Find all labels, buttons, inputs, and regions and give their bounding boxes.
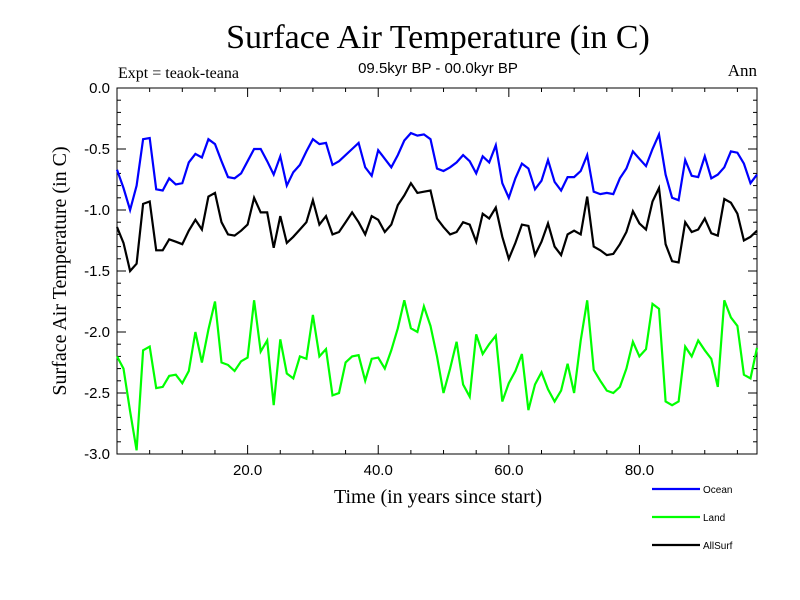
y-tick-label: -0.5 [84,141,110,158]
y-axis-title: Surface Air Temperature (in C) [49,146,71,395]
x-axis-title: Time (in years since start) [334,486,542,508]
legend-label-allsurf: AllSurf [703,541,733,552]
y-tick-label: -3.0 [84,446,110,463]
x-tick-label: 60.0 [494,462,523,479]
y-tick-label: 0.0 [89,80,110,97]
series-line-allsurf [115,181,758,274]
y-tick-label: -1.0 [84,202,110,219]
x-tick-label: 40.0 [364,462,393,479]
chart-title: Surface Air Temperature (in C) [226,19,650,56]
series-line-ocean [115,130,758,215]
series-line-land [116,299,759,451]
experiment-label: Expt = teaok-teana [118,65,239,82]
legend: Ocean Land AllSurf [652,485,733,552]
season-label: Ann [728,61,758,80]
x-axis-ticks: 20.0 40.0 60.0 80.0 [149,88,738,479]
x-tick-label: 80.0 [625,462,654,479]
legend-label-land: Land [703,513,725,524]
y-tick-label: -1.5 [84,263,110,280]
y-tick-label: -2.0 [84,324,110,341]
legend-label-ocean: Ocean [703,485,732,496]
y-axis-ticks: 0.0 -0.5 -1.0 -1.5 -2.0 -2.5 -3.0 [84,80,757,463]
x-tick-label: 20.0 [233,462,262,479]
chart-subtitle: 09.5kyr BP - 00.0kyr BP [358,60,518,77]
y-tick-label: -2.5 [84,385,110,402]
series-group [115,130,759,451]
